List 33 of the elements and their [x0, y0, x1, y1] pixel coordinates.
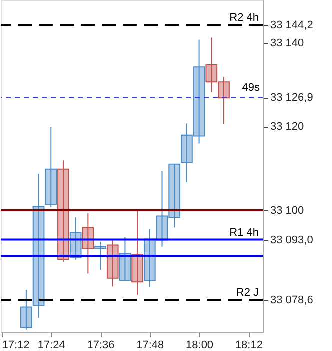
candlestick [156, 170, 168, 248]
y-tick-label: 33 144,2 [270, 20, 314, 32]
y-tick-label: 33 093,0 [270, 234, 314, 246]
candlestick [206, 37, 218, 93]
ref-line-label: R1 4h [230, 226, 259, 239]
annotation: 49s [242, 82, 260, 94]
candlestick [181, 123, 193, 183]
candlestick [168, 164, 181, 228]
y-tick-label: 33 100 [270, 204, 304, 217]
y-tick-label: 33 120 [270, 121, 304, 134]
x-tick-label: 17:48 [136, 340, 164, 351]
x-tick-label: 17:24 [38, 340, 66, 351]
candlestick [218, 76, 230, 125]
ref-line-label: R2 4h [230, 12, 259, 24]
candlestick [144, 228, 156, 288]
x-tick-label: 17:12 [2, 340, 30, 351]
candlestick [94, 241, 106, 270]
candlestick [82, 212, 94, 274]
y-tick-label: 33 140 [270, 37, 304, 50]
y-tick-label: 33 078,6 [270, 294, 314, 307]
candlestick [193, 39, 206, 144]
candlestick [20, 290, 32, 330]
y-tick-label: 33 126,9 [270, 92, 314, 104]
candlestick [58, 160, 70, 262]
candlestick [132, 209, 144, 296]
candlestick [106, 240, 119, 288]
x-tick-label: 18:12 [235, 340, 263, 351]
candlestick [45, 126, 58, 208]
x-tick-label: 17:36 [87, 340, 115, 351]
candlestick [32, 173, 45, 319]
ref-line-label: R2 J [236, 287, 259, 300]
candlestick [119, 236, 132, 281]
x-tick-label: 18:00 [186, 340, 214, 351]
